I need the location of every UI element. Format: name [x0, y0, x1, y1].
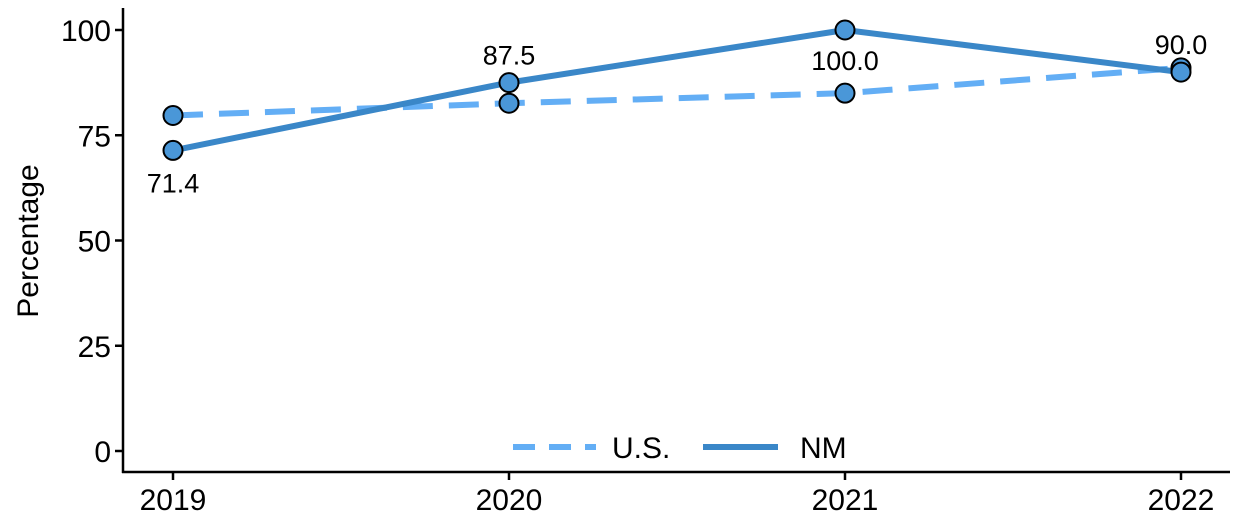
markers-layer: [162, 19, 1192, 161]
point-nm-2022: [1170, 61, 1192, 83]
y-tick-label: 75: [78, 120, 111, 153]
x-tick-label: 2019: [140, 484, 207, 517]
data-labels-layer: 71.4 87.5 100.0 90.0: [147, 30, 1208, 199]
y-tick-label: 100: [61, 15, 111, 48]
y-axis-title: Percentage: [12, 164, 45, 317]
point-nm-2020: [498, 72, 520, 94]
series-layer: [172, 27, 1182, 154]
series-line-us: [172, 64, 1182, 119]
point-nm-2019: [162, 139, 184, 161]
data-label-2022: 90.0: [1155, 30, 1208, 60]
data-label-2019: 71.4: [147, 168, 200, 198]
point-us-2020: [498, 92, 520, 114]
point-us-2021: [834, 82, 856, 104]
y-tick-label: 50: [78, 226, 111, 259]
legend-label-nm: NM: [800, 432, 847, 465]
point-us-2019: [162, 104, 184, 126]
y-tick-label: 25: [78, 331, 111, 364]
y-tick-label: 0: [94, 436, 111, 469]
point-nm-2021: [834, 19, 856, 41]
x-tick-label: 2021: [812, 484, 879, 517]
x-tick-label: 2022: [1148, 484, 1215, 517]
axes: 0 25 50 75 100 2019 2020 2021 2022: [61, 8, 1230, 517]
data-label-2020: 87.5: [483, 41, 536, 71]
data-label-2021: 100.0: [811, 46, 879, 76]
legend-label-us: U.S.: [612, 432, 670, 465]
series-line-nm: [172, 27, 1182, 154]
legend: U.S. NM: [513, 432, 847, 465]
x-tick-label: 2020: [476, 484, 543, 517]
